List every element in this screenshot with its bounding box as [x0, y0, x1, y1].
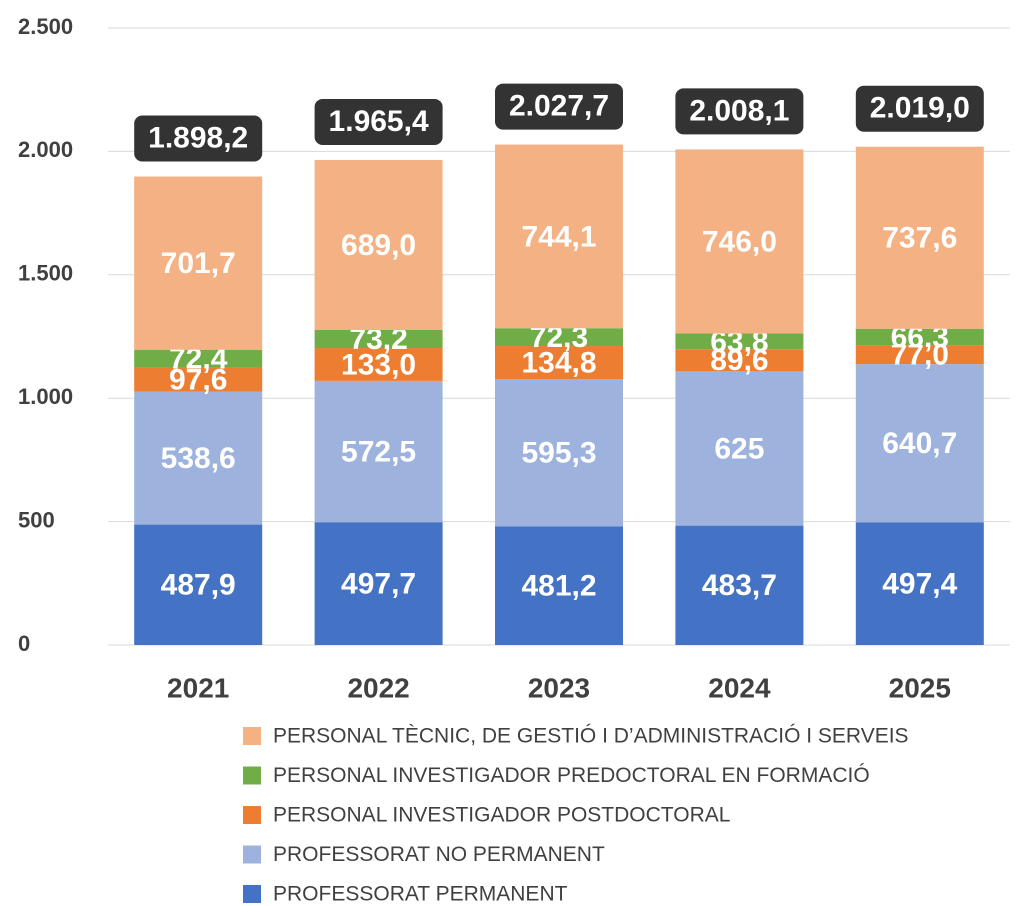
total-label: 1.898,2 — [148, 121, 248, 154]
legend-swatch — [243, 766, 261, 785]
bar-segment — [134, 176, 263, 350]
total-box — [314, 98, 443, 145]
bar-segment — [675, 371, 804, 526]
legend-swatch — [243, 845, 261, 864]
bar-segment — [134, 391, 263, 525]
bar-segment — [855, 345, 984, 365]
legend-label: PERSONAL TÈCNIC, DE GESTIÓ I D’ADMINISTR… — [273, 725, 909, 748]
legend-label: PERSONAL INVESTIGADOR POSTDOCTORAL — [273, 804, 730, 827]
data-label: 497,4 — [882, 568, 957, 601]
bar-segment — [314, 380, 443, 523]
bar-segment — [134, 524, 263, 645]
data-label: 572,5 — [341, 435, 416, 468]
total-box — [134, 115, 263, 162]
data-label: 133,0 — [341, 348, 416, 381]
bar-segment — [855, 364, 984, 523]
bar-segment — [675, 349, 804, 372]
bar-segment — [675, 333, 804, 350]
bar-segment — [314, 159, 443, 330]
bar-segment — [495, 328, 623, 347]
bar-segment — [495, 144, 623, 329]
data-label: 746,0 — [702, 225, 777, 258]
bar-segment — [855, 146, 984, 329]
bar-segment — [675, 149, 804, 334]
bar-segment — [314, 348, 443, 381]
bar-segment — [134, 367, 263, 392]
data-label: 497,7 — [341, 568, 416, 601]
legend-label: PERSONAL INVESTIGADOR PREDOCTORAL EN FOR… — [273, 764, 870, 787]
y-tick-label: 1.000 — [18, 384, 73, 409]
bar-segment — [314, 329, 443, 349]
x-tick-label: 2025 — [889, 672, 951, 703]
bar-segment — [495, 379, 623, 527]
data-label: 487,9 — [161, 569, 236, 602]
data-label: 89,6 — [710, 344, 768, 377]
legend-label: PROFESSORAT NO PERMANENT — [273, 843, 605, 866]
data-label: 737,6 — [882, 222, 957, 255]
total-box — [855, 85, 984, 132]
y-tick-label: 2.500 — [18, 14, 73, 39]
legend-label: PROFESSORAT PERMANENT — [273, 883, 568, 906]
legend-swatch — [243, 727, 261, 745]
data-label: 640,7 — [882, 427, 957, 460]
data-label: 483,7 — [702, 569, 777, 602]
data-label: 538,6 — [161, 442, 236, 475]
legend-swatch — [243, 806, 261, 824]
bar-segment — [134, 349, 263, 368]
total-label: 1.965,4 — [329, 105, 429, 138]
x-tick-label: 2024 — [708, 672, 771, 703]
x-tick-label: 2021 — [167, 672, 229, 703]
y-tick-label: 500 — [18, 507, 55, 532]
data-label: 744,1 — [521, 220, 596, 253]
bar-segment — [855, 522, 984, 645]
total-box — [495, 83, 623, 130]
total-label: 2.027,7 — [509, 89, 609, 122]
data-label: 689,0 — [341, 229, 416, 262]
bar-segment — [495, 526, 623, 645]
total-label: 2.008,1 — [689, 94, 789, 127]
y-tick-label: 1.500 — [18, 261, 73, 286]
y-tick-label: 0 — [18, 631, 30, 656]
data-label: 625 — [714, 432, 764, 465]
bar-segment — [495, 346, 623, 380]
total-label: 2.019,0 — [870, 92, 970, 125]
y-tick-label: 2.000 — [18, 137, 73, 162]
bar-segment — [314, 522, 443, 645]
bar-segment — [855, 328, 984, 346]
data-label: 595,3 — [521, 437, 596, 470]
data-label: 134,8 — [521, 347, 596, 380]
total-box — [675, 88, 804, 135]
legend-swatch — [243, 885, 261, 903]
bar-segment — [675, 525, 804, 645]
data-label: 701,7 — [161, 247, 236, 280]
data-label: 97,6 — [169, 364, 227, 397]
data-label: 481,2 — [521, 570, 596, 603]
x-tick-label: 2022 — [347, 672, 409, 703]
x-tick-label: 2023 — [528, 672, 590, 703]
